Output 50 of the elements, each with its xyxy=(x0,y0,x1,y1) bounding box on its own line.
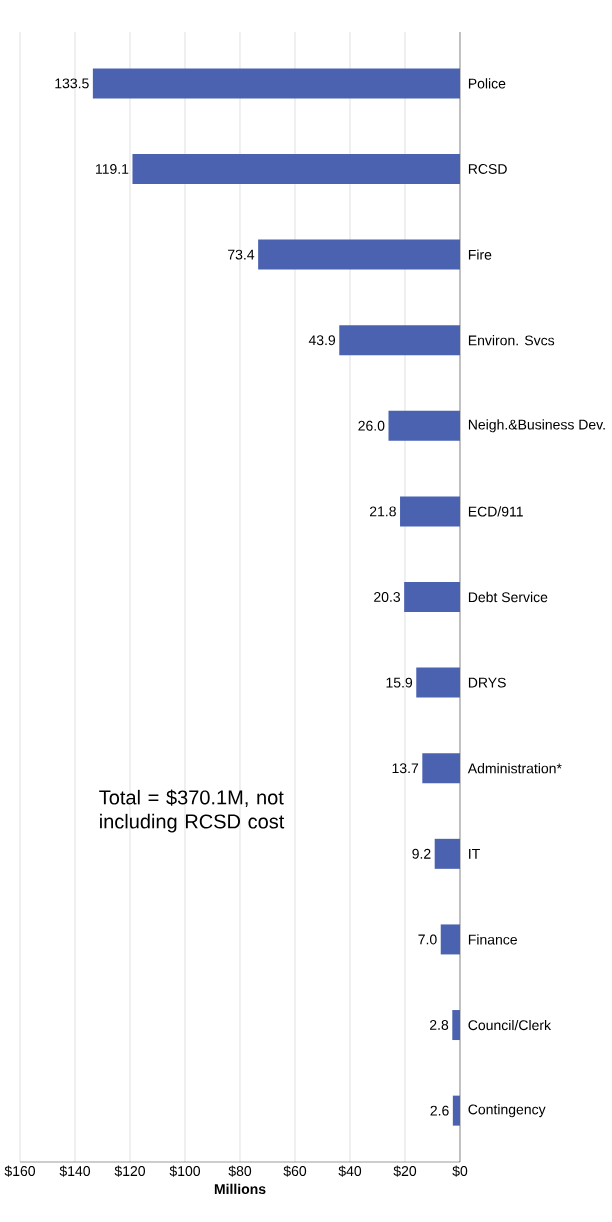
x-axis-title: Millions xyxy=(214,1183,266,1195)
x-tick-label: $60 xyxy=(283,1165,307,1177)
data-label: 119.1 xyxy=(96,164,129,174)
y-tick-label: RCSD xyxy=(468,164,507,174)
bar xyxy=(452,1010,460,1041)
bar xyxy=(452,1095,460,1126)
x-tick-label: $160 xyxy=(4,1165,36,1177)
data-label: 2.6 xyxy=(430,1105,449,1116)
data-label: 43.9 xyxy=(308,335,336,346)
y-tick-label: DRYS xyxy=(468,677,506,688)
y-tick-label: Council/Clerk xyxy=(468,1019,552,1031)
bar xyxy=(434,838,460,869)
x-tick-label: $80 xyxy=(228,1165,252,1177)
y-tick-label: Debt Service xyxy=(468,591,548,603)
data-label: 2.8 xyxy=(430,1020,449,1030)
y-tick-label: IT xyxy=(469,849,480,859)
data-label: 21.8 xyxy=(369,506,396,517)
bar xyxy=(132,153,460,184)
bar xyxy=(400,496,460,527)
x-tick-label: $20 xyxy=(393,1165,417,1177)
x-tick-label: $120 xyxy=(114,1165,146,1177)
bar xyxy=(422,753,460,784)
data-label: 26.0 xyxy=(358,420,385,431)
x-tick-label: $0 xyxy=(452,1165,468,1177)
bar xyxy=(339,325,460,356)
bar xyxy=(258,239,460,270)
data-label: 13.7 xyxy=(392,763,419,774)
x-tick-label: $140 xyxy=(59,1165,91,1177)
data-label: 133.5 xyxy=(55,78,89,89)
y-tick-label: Contingency xyxy=(468,1104,546,1118)
y-tick-label: Administration* xyxy=(467,763,562,774)
bar xyxy=(388,410,460,441)
x-tick-label: $100 xyxy=(169,1165,201,1177)
data-label: 73.4 xyxy=(228,249,255,260)
y-tick-label: ECD/911 xyxy=(468,506,523,517)
x-tick-label: $40 xyxy=(338,1165,362,1177)
data-label: 9.2 xyxy=(412,848,431,859)
bar xyxy=(440,924,460,955)
y-tick-label: Environ. Svcs xyxy=(468,335,555,346)
data-label: 20.3 xyxy=(374,592,401,602)
y-tick-label: Neigh.&Business Dev. xyxy=(468,419,605,433)
y-tick-label: Police xyxy=(468,78,506,89)
y-tick-label: Finance xyxy=(468,934,517,945)
data-label: 7.0 xyxy=(418,934,437,945)
data-label: 15.9 xyxy=(386,677,413,688)
bar xyxy=(92,68,460,99)
annotation: Total = $370.1M, not including RCSD cost xyxy=(99,789,285,833)
bar xyxy=(404,582,460,613)
y-tick-label: Fire xyxy=(468,249,492,260)
bar xyxy=(416,667,460,698)
